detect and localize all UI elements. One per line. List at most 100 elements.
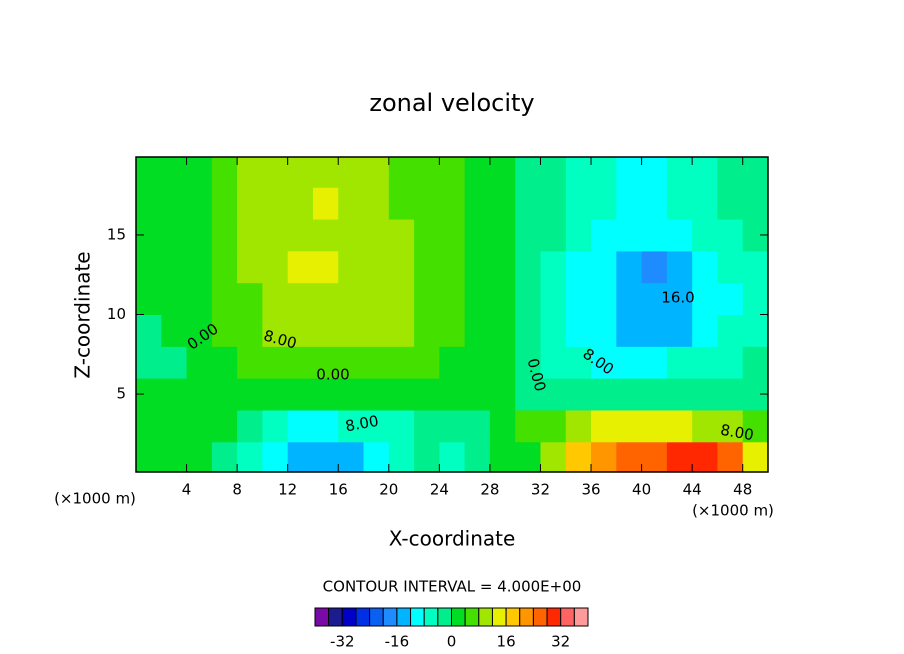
field-cell bbox=[338, 157, 365, 188]
field-cell bbox=[237, 187, 263, 220]
contour-label: 8.00 bbox=[344, 412, 380, 436]
field-cell bbox=[414, 157, 440, 188]
colorbar-tick-label: -16 bbox=[385, 633, 410, 651]
field-cell bbox=[591, 157, 617, 188]
field-cell bbox=[312, 282, 339, 315]
field-cell bbox=[237, 441, 263, 473]
field-cell bbox=[692, 346, 718, 379]
colorbar-box bbox=[573, 607, 589, 627]
field-cell bbox=[692, 250, 718, 284]
field-cell bbox=[591, 187, 617, 220]
field-cell bbox=[211, 346, 238, 379]
field-cell bbox=[666, 187, 693, 220]
field-cell bbox=[186, 187, 213, 220]
field-cell bbox=[338, 250, 365, 284]
colorbar-box bbox=[328, 607, 343, 627]
field-cell bbox=[262, 282, 289, 315]
field-cell bbox=[262, 378, 289, 411]
field-cell bbox=[186, 378, 213, 411]
field-cell bbox=[641, 378, 668, 411]
field-cell bbox=[515, 409, 541, 443]
colorbar-box bbox=[464, 607, 480, 627]
colorbar-box bbox=[532, 607, 548, 627]
field-cell bbox=[717, 378, 744, 411]
field-cell bbox=[414, 409, 440, 443]
field-cell bbox=[211, 157, 238, 188]
field-cell bbox=[363, 282, 390, 315]
field-cell bbox=[489, 346, 516, 379]
chart-title: zonal velocity bbox=[369, 89, 534, 117]
field-cell bbox=[540, 346, 567, 379]
field-cell bbox=[312, 378, 339, 411]
y-tick-label: 10 bbox=[107, 305, 126, 323]
colorbar-box bbox=[423, 607, 439, 627]
field-cell bbox=[414, 187, 440, 220]
field-cell bbox=[363, 378, 390, 411]
field-cell bbox=[161, 378, 188, 411]
field-cell bbox=[388, 219, 415, 252]
colorbar-box bbox=[369, 607, 384, 627]
field-cell bbox=[641, 441, 668, 473]
field-cell bbox=[161, 346, 188, 379]
field-cell bbox=[338, 409, 365, 443]
colorbar-box bbox=[341, 607, 357, 627]
field-cell bbox=[717, 219, 744, 252]
colorbar-box bbox=[437, 607, 453, 627]
field-cell bbox=[540, 219, 567, 252]
field-cell bbox=[439, 187, 466, 220]
field-cell bbox=[515, 441, 541, 473]
field-cell bbox=[616, 378, 643, 411]
field-cell bbox=[616, 409, 643, 443]
field-cell bbox=[161, 157, 188, 188]
field-cell bbox=[338, 219, 365, 252]
field-cell bbox=[515, 157, 541, 188]
field-cell bbox=[312, 314, 339, 347]
field-cell bbox=[616, 314, 643, 347]
field-cell bbox=[565, 219, 592, 252]
field-cell bbox=[287, 378, 314, 411]
field-cell bbox=[388, 378, 415, 411]
y-tick-label: 5 bbox=[116, 385, 126, 403]
field-cell bbox=[742, 187, 769, 220]
field-cell bbox=[161, 409, 188, 443]
field-cell bbox=[186, 409, 213, 443]
field-cell bbox=[565, 157, 592, 188]
field-cell bbox=[489, 378, 516, 411]
field-cell bbox=[312, 441, 339, 473]
x-tick-label: 12 bbox=[278, 481, 297, 499]
field-cell bbox=[237, 157, 263, 188]
field-cell bbox=[388, 314, 415, 347]
field-cell bbox=[565, 441, 592, 473]
field-cell bbox=[666, 346, 693, 379]
field-cell bbox=[692, 219, 718, 252]
field-cell bbox=[641, 346, 668, 379]
field-cell bbox=[666, 157, 693, 188]
field-cell bbox=[136, 157, 162, 188]
field-cell bbox=[363, 219, 390, 252]
field-cell bbox=[388, 157, 415, 188]
field-cell bbox=[464, 409, 491, 443]
x-tick-label: 44 bbox=[683, 481, 702, 499]
field-cell bbox=[262, 187, 289, 220]
field-cell bbox=[211, 409, 238, 443]
field-cell bbox=[287, 187, 314, 220]
field-cell bbox=[616, 250, 643, 284]
field-cell bbox=[262, 157, 289, 188]
field-cell bbox=[414, 250, 440, 284]
field-cell bbox=[464, 250, 491, 284]
x-tick-label: 16 bbox=[329, 481, 348, 499]
field-cell bbox=[515, 282, 541, 315]
field-cell bbox=[489, 441, 516, 473]
field-cell bbox=[666, 314, 693, 347]
field-cell bbox=[262, 250, 289, 284]
field-cell bbox=[262, 346, 289, 379]
field-cell bbox=[464, 157, 491, 188]
colorbar-box bbox=[505, 607, 521, 627]
x-tick-label: 48 bbox=[733, 481, 752, 499]
field-cell bbox=[540, 314, 567, 347]
field-cell bbox=[363, 346, 390, 379]
field bbox=[136, 157, 769, 473]
field-cell bbox=[540, 250, 567, 284]
y-axis-label: Z-coordinate bbox=[71, 251, 95, 378]
field-cell bbox=[211, 314, 238, 347]
